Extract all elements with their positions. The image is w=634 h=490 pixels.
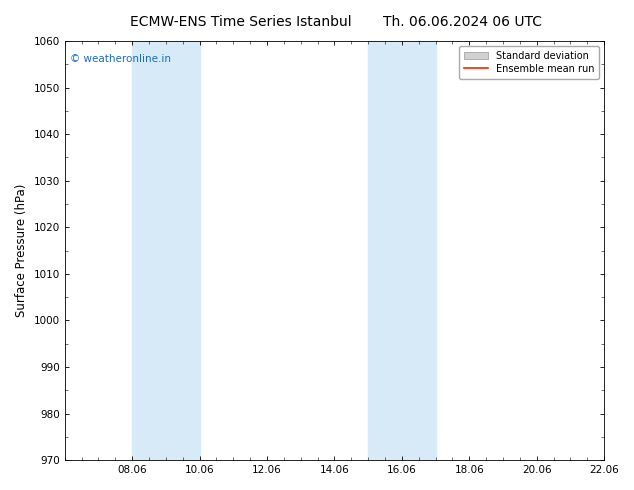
Text: ECMW-ENS Time Series Istanbul: ECMW-ENS Time Series Istanbul — [130, 15, 352, 29]
Text: Th. 06.06.2024 06 UTC: Th. 06.06.2024 06 UTC — [384, 15, 542, 29]
Legend: Standard deviation, Ensemble mean run: Standard deviation, Ensemble mean run — [459, 46, 599, 78]
Bar — [132, 41, 200, 460]
Y-axis label: Surface Pressure (hPa): Surface Pressure (hPa) — [15, 184, 28, 318]
Bar — [368, 41, 436, 460]
Text: © weatheronline.in: © weatheronline.in — [70, 53, 171, 64]
